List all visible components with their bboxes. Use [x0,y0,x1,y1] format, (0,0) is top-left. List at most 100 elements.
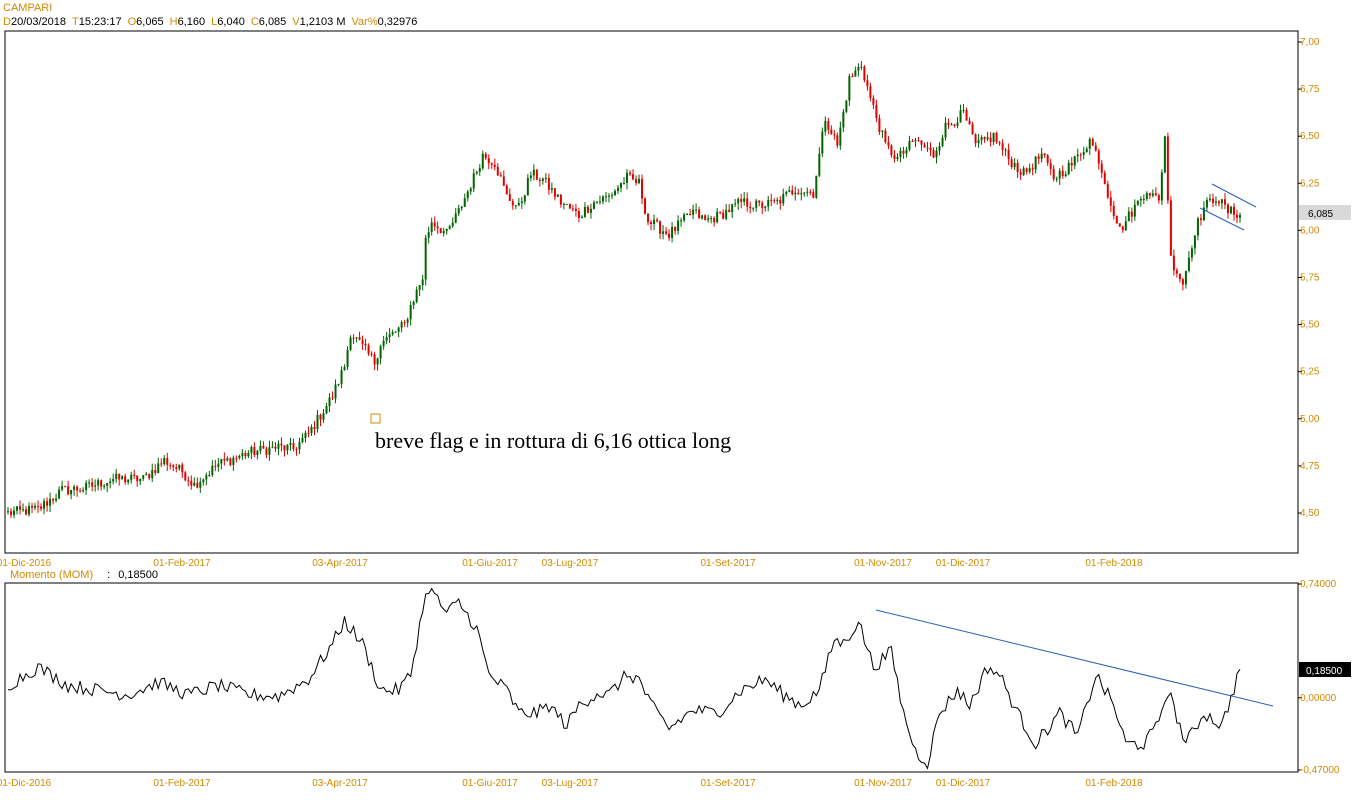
candle-body [656,219,659,222]
momentum-name: Momento (MOM) [10,569,94,581]
candle-body [406,319,409,323]
candle-body [1064,174,1067,177]
candle-body [454,213,457,223]
candle-body [995,132,998,143]
candle-body [439,228,442,234]
candle-body [49,498,52,506]
candle-body [1175,270,1178,274]
candle-body [619,182,622,188]
candle-body [740,198,743,202]
candle-body [629,172,632,175]
candle-body [592,202,595,209]
candle-body [409,304,412,320]
momentum-label: Momento (MOM):0,18500 [10,569,158,581]
candle-body [755,200,758,208]
candle-body [968,120,971,125]
candle-body [686,214,689,216]
candle-body [899,150,902,157]
candle-body [1043,153,1046,156]
ohlc-value-5: 6,085 [258,16,287,28]
candle-body [839,127,842,146]
candle-body [391,332,394,335]
candle-body [340,370,343,385]
candle-body [418,285,421,290]
candle-body [331,397,334,399]
candle-body [1178,273,1181,280]
candle-body [550,188,553,190]
candle-body [127,479,130,483]
candle-body [589,208,592,213]
candle-body [857,66,860,71]
candle-body [773,200,776,202]
candle-body [926,147,929,149]
candle-body [815,175,818,198]
candle-body [1190,248,1193,258]
candle-body [595,201,598,203]
candle-body [980,137,983,141]
candle-body [448,226,451,229]
candle-body [944,122,947,138]
candle-body [914,140,917,142]
candle-body [259,445,262,451]
last-price-badge [1299,205,1351,220]
candle-body [484,153,487,159]
candle-body [109,481,112,484]
candle-body [674,226,677,231]
candle-body [544,177,547,179]
candle-body [1109,197,1112,206]
ohlc-key-4: L [211,16,218,28]
candle-body [577,211,580,218]
candle-body [100,480,103,487]
candle-body [671,226,674,238]
candle-body [607,195,610,197]
candle-body [583,207,586,217]
candle-body [1079,154,1082,156]
candle-body [193,482,196,486]
candle-body [169,464,172,466]
candle-body [271,446,274,448]
candle-body [94,485,97,487]
candle-body [863,66,866,81]
candle-body [1211,198,1214,203]
price-x-tick-label: 03-Lug-2017 [542,558,599,569]
candle-body [950,124,953,126]
candle-body [935,150,938,158]
candle-body [463,198,466,207]
candle-body [1013,162,1016,168]
candle-body [677,220,680,231]
candle-body [911,140,914,142]
momentum-x-tick-label: 01-Set-2017 [700,778,755,789]
candle-body [31,506,34,508]
candle-body [472,173,475,189]
candle-body [178,464,181,469]
candle-body [379,346,382,359]
candle-body [1232,206,1235,215]
candle-body [1160,172,1163,201]
annotation-anchor [370,413,381,424]
candle-body [1184,270,1187,285]
price-x-tick-label: 01-Dic-2017 [936,558,991,569]
price-x-tick-label: 03-Apr-2017 [312,558,368,569]
candle-body [1106,184,1109,198]
price-y-tick-label: 5,75 [1300,273,1320,284]
candle-body [172,465,175,468]
candle-body [529,175,532,178]
ohlc-key-7: Var% [351,16,378,28]
flag-lower-line [1199,207,1245,231]
candle-body [133,474,136,476]
candlestick-series [7,61,1241,519]
candle-body [785,191,788,195]
momentum-x-tick-label: 01-Giu-2017 [462,778,518,789]
candle-body [1049,163,1052,169]
price-y-tick-label: 7,00 [1300,37,1320,48]
chart-annotation: breve flag e in rottura di 6,16 ottica l… [375,428,731,453]
candle-body [118,473,121,480]
ohlc-value-2: 6,065 [136,16,164,28]
candle-body [346,349,349,368]
candle-body [382,340,385,347]
candle-body [845,100,848,112]
candle-body [1097,150,1100,164]
candle-body [1085,148,1088,153]
candle-body [265,448,268,455]
